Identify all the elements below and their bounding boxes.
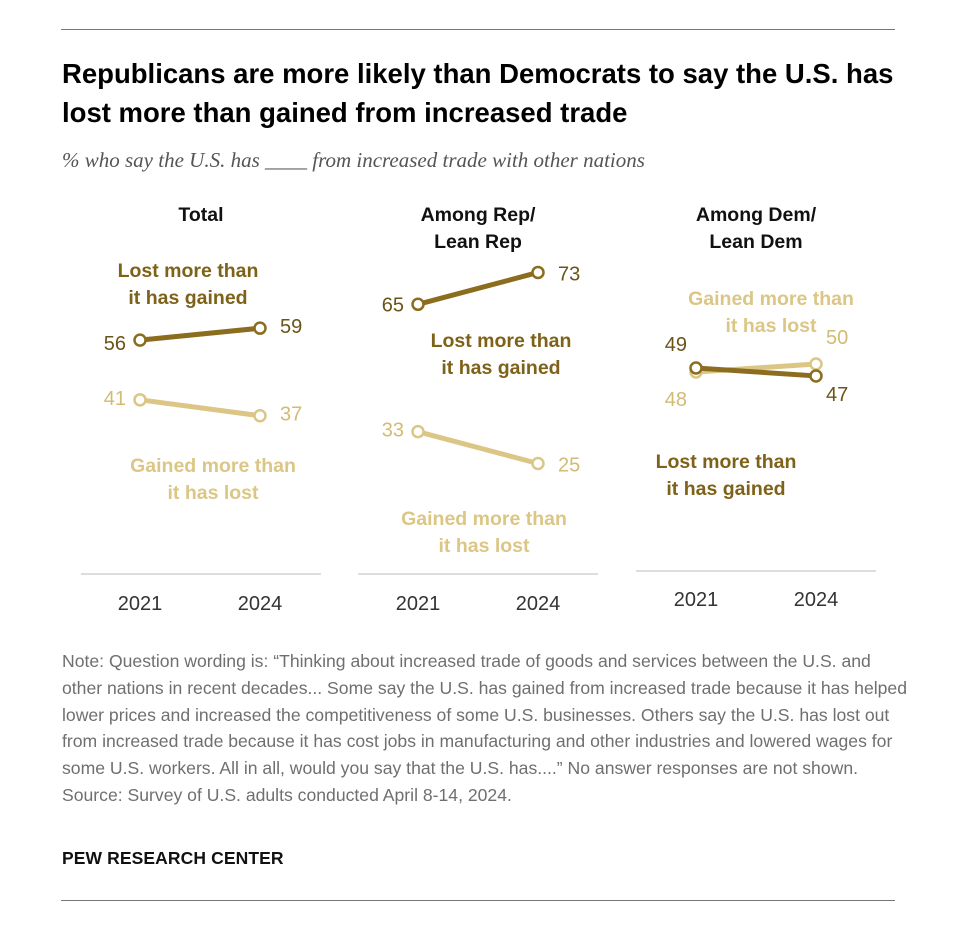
data-point [809,357,823,371]
series-label: it has gained [441,357,560,379]
data-label: 33 [382,420,404,442]
x-tick-label: 2021 [396,593,441,615]
data-point [253,321,267,335]
note-text: Note: Question wording is: “Thinking abo… [62,651,908,779]
panel-3: Among Dem/Lean Dem 2021 2024 49 47 Lost more … [636,204,876,611]
data-point [411,297,425,312]
series-label: Lost more than [431,330,572,352]
data-point [531,456,545,471]
series-line [137,397,263,419]
data-point [689,361,703,375]
line-chart-panels: Total 2021 2024 56 59 Lost more than it has ga… [81,204,876,615]
chart-subtitle: % who say the U.S. has ____ from increas… [62,148,645,172]
series-label: it has lost [725,315,817,337]
chart-title: Republicans are more likely than Democra… [62,58,894,128]
series-label: Lost more than [656,451,797,473]
data-point [133,333,147,347]
panel-title: Among Dem/ [696,204,817,226]
note-block: Note: Question wording is: “Thinking abo… [62,648,912,809]
x-tick-label: 2024 [238,593,283,615]
data-label: 49 [665,334,687,356]
x-tick-label: 2024 [794,589,839,611]
series-label: Gained more than [688,288,854,310]
data-point [133,393,147,407]
series-label: it has gained [128,287,247,309]
panel-title: Among Rep/ [421,204,536,226]
data-label: 56 [104,333,126,355]
data-label: 48 [665,389,687,411]
data-label: 47 [826,384,848,406]
data-label: 41 [104,388,126,410]
series-label: Gained more than [130,455,296,477]
panel-title: Lean Rep [434,231,522,253]
x-tick-label: 2021 [118,593,163,615]
panel-title: Total [178,204,223,226]
bottom-rule [61,900,895,901]
series-line [137,325,263,343]
data-label: 50 [826,327,848,349]
data-label: 25 [558,455,580,477]
series-label: it has lost [438,535,530,557]
data-point [809,369,823,383]
data-label: 65 [382,294,404,316]
data-point [531,265,545,280]
data-label: 37 [280,404,302,426]
panel-2: Among Rep/Lean Rep 2021 2024 65 73 Lost more … [358,204,598,615]
series-label: Gained more than [401,508,567,530]
data-label: 59 [280,316,302,338]
data-label: 73 [558,263,580,285]
top-rule [61,29,895,30]
panel-title: Lean Dem [709,231,802,253]
panel-1: Total 2021 2024 56 59 Lost more than it has ga… [81,204,321,615]
x-tick-label: 2021 [674,589,719,611]
x-tick-label: 2024 [516,593,561,615]
brand-logo-text: PEW RESEARCH CENTER [62,848,284,868]
data-point [253,408,267,423]
data-point [411,424,425,439]
series-line [693,365,819,379]
series-label: Lost more than [118,260,259,282]
source-text: Source: Survey of U.S. adults conducted … [62,784,512,805]
series-label: it has lost [167,482,259,504]
series-label: it has gained [666,478,785,500]
series-line [415,429,541,466]
series-line [415,269,541,307]
